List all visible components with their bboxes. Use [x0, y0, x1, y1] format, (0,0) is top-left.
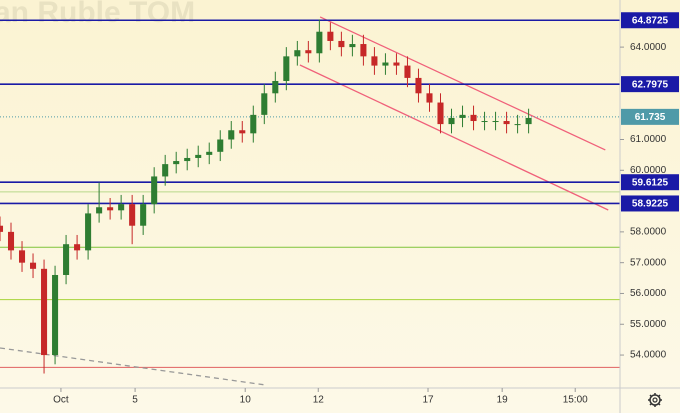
candle-body: [382, 62, 389, 66]
candle-body: [327, 31, 334, 41]
candle-body: [217, 139, 224, 152]
candle-body: [195, 154, 202, 158]
candle-body: [74, 244, 81, 251]
candle-body: [349, 44, 356, 48]
trend-line: [299, 64, 609, 211]
candle-body: [371, 56, 378, 66]
candle-body: [30, 262, 37, 269]
candle-body: [393, 62, 400, 66]
candle-body: [129, 204, 136, 226]
candle-body: [404, 65, 411, 78]
level-badge: [621, 108, 679, 125]
candle-body: [360, 44, 367, 57]
y-tick-label: 61.0000: [630, 134, 667, 145]
candle-body: [107, 207, 114, 211]
candle-body: [338, 40, 345, 48]
level-badge: [621, 76, 679, 93]
settings-icon[interactable]: [648, 393, 662, 407]
y-tick-label: 60.0000: [630, 165, 667, 176]
y-tick-label: 64.0000: [630, 42, 667, 53]
x-tick-label: 17: [422, 395, 434, 406]
candle-body: [514, 124, 521, 126]
candle-body: [63, 244, 70, 275]
candle-body: [206, 151, 213, 155]
axes: 64.0000 61.0000 60.0000 58.0000 57.0000 56.00…: [53, 12, 679, 406]
candle-body: [283, 56, 290, 81]
candle-body: [228, 130, 235, 140]
level-label: 61.735: [635, 112, 666, 123]
y-tick-label: 54.0000: [630, 350, 667, 361]
level-badge: [621, 12, 679, 29]
candle-body: [492, 121, 499, 123]
candle-body: [481, 121, 488, 123]
x-tick-label: 12: [313, 395, 325, 406]
candle-body: [7, 231, 15, 251]
candle-body: [52, 274, 59, 356]
candle-body: [426, 93, 433, 103]
candle-body: [85, 213, 92, 251]
candle-body: [525, 117, 532, 125]
x-tick-label: 10: [240, 395, 252, 406]
level-badge: [621, 174, 679, 191]
level-label: 59.6125: [632, 177, 669, 188]
y-tick-label: 58.0000: [630, 227, 667, 238]
candle-body: [173, 161, 180, 165]
candle-body: [448, 117, 455, 125]
candle-body: [415, 77, 422, 94]
candle-body: [437, 102, 444, 125]
plot-area: an Ruble TOM: [0, 0, 620, 386]
level-badge: [621, 195, 679, 212]
y-tick-label: 56.0000: [630, 288, 667, 299]
candle-body: [151, 176, 158, 205]
candle-body: [140, 204, 147, 226]
candle-body: [96, 207, 103, 214]
y-tick-label: 55.0000: [630, 319, 667, 330]
candle-body: [18, 250, 26, 263]
level-label: 64.8725: [632, 15, 669, 26]
candle-body: [305, 50, 312, 54]
level-label: 58.9225: [632, 199, 669, 210]
candle-body: [316, 31, 323, 54]
candle-body: [272, 80, 279, 94]
candle-body: [239, 130, 246, 134]
level-label: 62.7975: [632, 79, 669, 90]
candle-body: [470, 114, 477, 122]
x-tick-label: Oct: [53, 395, 69, 406]
candle-body: [41, 268, 48, 356]
candle-body: [261, 93, 268, 115]
candle-body: [0, 225, 4, 232]
x-tick-label: 15:00: [563, 395, 588, 406]
candle-body: [459, 114, 466, 118]
y-tick-label: 57.0000: [630, 257, 667, 268]
watermark: an Ruble TOM: [0, 0, 195, 29]
candle-body: [250, 114, 257, 134]
candle-body: [294, 50, 301, 57]
candle-body: [503, 121, 510, 125]
x-tick-label: 5: [132, 395, 138, 406]
x-tick-label: 19: [497, 395, 509, 406]
candle-body: [118, 204, 125, 211]
candle-body: [162, 164, 169, 177]
candle-body: [184, 157, 191, 162]
